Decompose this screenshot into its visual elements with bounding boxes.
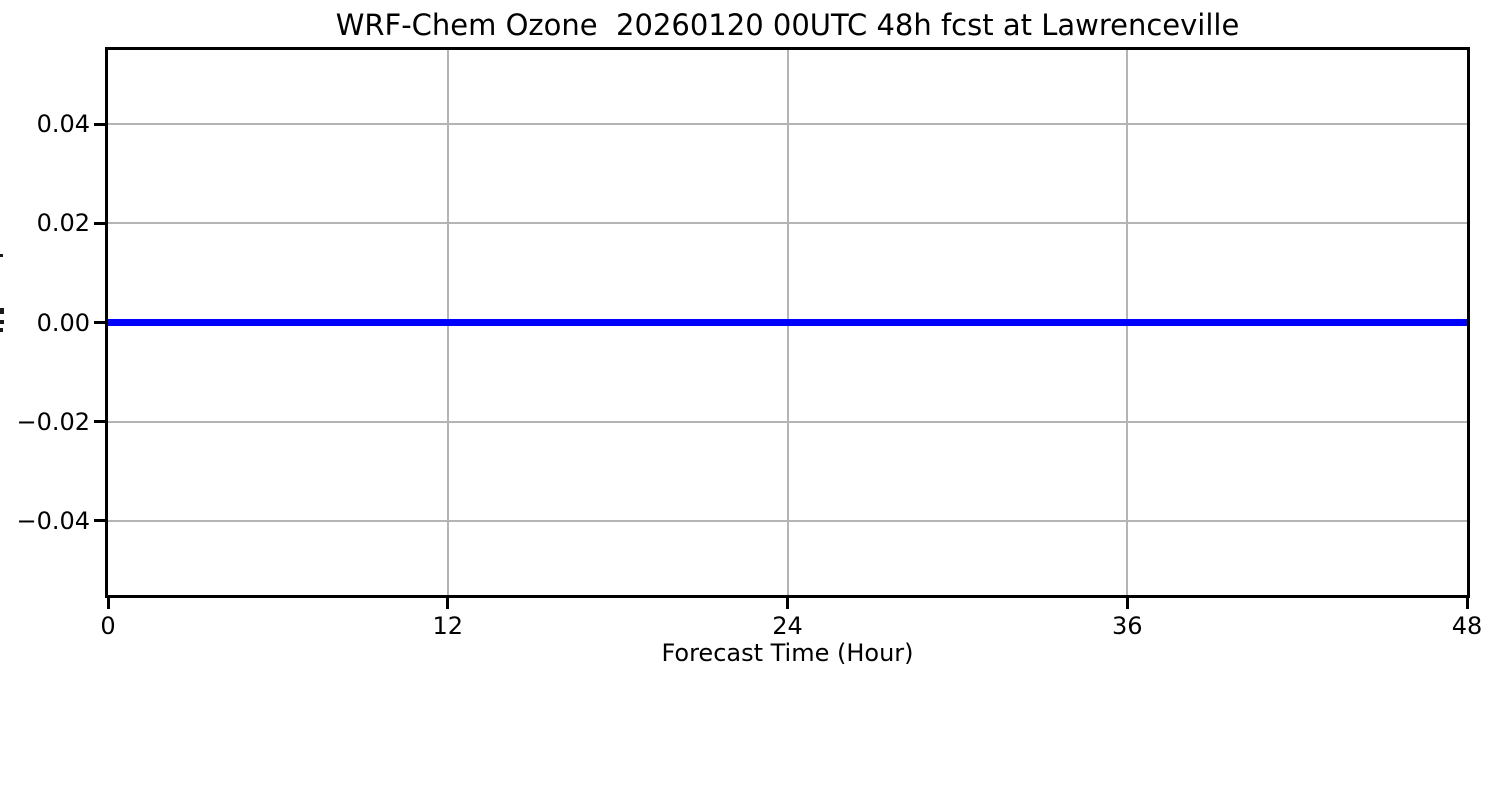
x-tick-0	[106, 598, 110, 609]
y-tick-label-0.02: 0.02	[36, 209, 90, 238]
x-tick-label-36: 36	[1111, 612, 1143, 640]
x-tick-label-12: 12	[432, 612, 464, 640]
y-tick-label-0.00: 0.00	[36, 308, 90, 337]
ylabel-clipped-fragment	[0, 254, 3, 257]
y-tick-0.04	[94, 122, 105, 126]
y-tick-label-−0.04: −0.04	[16, 506, 90, 535]
ylabel-clipped-fragment	[0, 308, 4, 314]
x-tick-48	[1465, 598, 1469, 609]
x-tick-24	[786, 598, 789, 609]
y-tick-−0.02	[94, 420, 105, 424]
x-tick-label-0: 0	[100, 612, 116, 640]
x-tick-36	[1125, 598, 1129, 609]
x-tick-label-48: 48	[1451, 612, 1483, 640]
ylabel-clipped-fragment	[0, 328, 3, 332]
y-tick-0.02	[94, 221, 105, 225]
y-tick-−0.04	[94, 519, 105, 523]
ylabel-clipped-fragment	[0, 320, 4, 324]
y-tick-0.00	[94, 321, 105, 324]
plot-area	[105, 47, 1470, 598]
x-tick-label-24: 24	[772, 612, 803, 640]
chart-title: WRF-Chem Ozone 20260120 00UTC 48h fcst a…	[335, 8, 1240, 42]
y-tick-label-−0.02: −0.02	[16, 407, 90, 436]
x-axis-label: Forecast Time (Hour)	[661, 639, 914, 667]
x-tick-12	[446, 598, 450, 609]
ozone-forecast-line	[108, 319, 1467, 326]
y-tick-label-0.04: 0.04	[36, 110, 90, 139]
